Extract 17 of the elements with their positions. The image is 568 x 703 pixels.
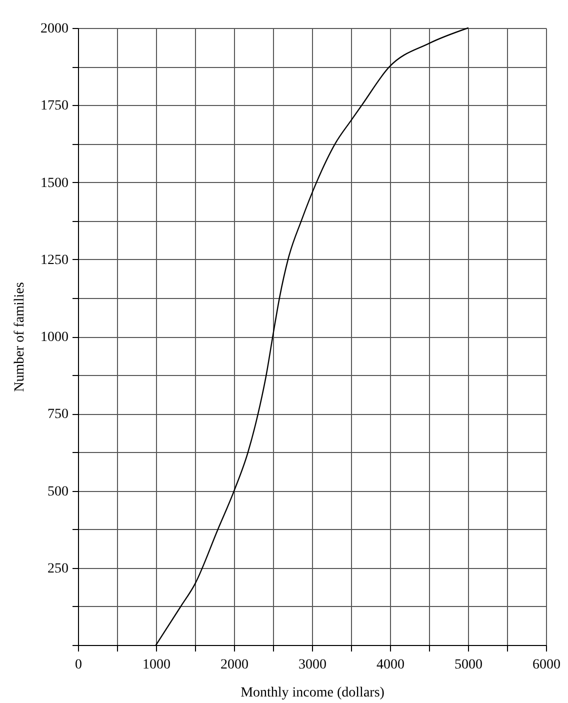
x-axis-title: Monthly income (dollars): [240, 686, 385, 700]
y-tick-label: 1000: [40, 330, 68, 345]
x-tick-label: 6000: [532, 658, 560, 672]
x-tick-label: 3000: [298, 658, 326, 672]
x-tick-label: 0: [75, 658, 82, 672]
y-tick-label: 1250: [40, 252, 68, 268]
y-tick-label: 250: [48, 561, 68, 576]
y-tick-label: 2000: [40, 22, 68, 36]
y-axis-title: Number of families: [12, 282, 28, 392]
y-tick-label: 1500: [40, 176, 68, 191]
y-tick-label: 1750: [40, 98, 68, 114]
y-tick-label: 750: [48, 407, 68, 422]
x-tick-label: 4000: [376, 658, 404, 672]
y-tick-label: 500: [48, 484, 68, 500]
x-tick-label: 1000: [142, 658, 170, 672]
x-tick-label: 5000: [454, 658, 482, 672]
x-tick-label: 2000: [220, 658, 248, 672]
